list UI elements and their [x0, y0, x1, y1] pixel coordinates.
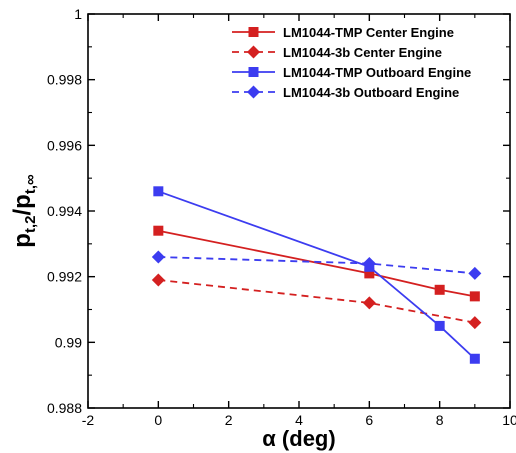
legend-label: LM1044-TMP Outboard Engine: [283, 65, 471, 80]
series-line: [158, 256, 475, 275]
legend-label: LM1044-TMP Center Engine: [283, 25, 454, 40]
x-tick-label: 6: [365, 412, 373, 428]
legend-marker: [248, 27, 259, 37]
data-point: [362, 296, 376, 310]
y-title-p2: p: [9, 194, 36, 209]
data-point: [469, 353, 480, 364]
y-tick-label: 0.996: [47, 137, 82, 153]
y-tick-label: 0.994: [47, 203, 82, 219]
legend-label: LM1044-3b Outboard Engine: [283, 85, 459, 100]
x-axis-symbol: α: [262, 426, 276, 451]
legend-marker: [247, 45, 260, 59]
data-point: [468, 266, 482, 280]
y-tick-label: 0.992: [47, 269, 82, 285]
series-line: [158, 229, 475, 298]
data-point: [469, 291, 480, 302]
x-tick-label: 2: [225, 412, 233, 428]
y-title-sub1: t,2: [22, 216, 39, 234]
legend-entry: LM1044-TMP Outboard Engine: [232, 65, 471, 80]
legend-marker: [248, 67, 259, 77]
y-tick-label: 0.998: [47, 72, 82, 88]
y-title-p1: p: [9, 233, 36, 248]
data-point: [468, 316, 482, 330]
x-tick-label: 0: [154, 412, 162, 428]
x-tick-label: -2: [82, 412, 95, 428]
legend: LM1044-TMP Center Engine LM1044-3b Center…: [232, 25, 471, 100]
legend-entry: LM1044-TMP Center Engine: [232, 25, 454, 40]
y-title-slash: /: [9, 209, 36, 216]
y-tick-label: 1: [74, 6, 82, 22]
legend-entry: LM1044-3b Outboard Engine: [232, 85, 459, 100]
y-tick-label: 0.99: [55, 334, 82, 350]
series-line: [158, 190, 476, 360]
axes: -2 0 2 4 6 8 10 0.988 0.99 0.992 0.994 0.996 0.998 1: [47, 6, 516, 428]
legend-marker: [247, 85, 260, 99]
legend-entry: LM1044-3b Center Engine: [232, 45, 442, 60]
legend-label: LM1044-3b Center Engine: [283, 45, 442, 60]
data-point: [151, 250, 165, 264]
data-point: [362, 257, 376, 271]
data-point: [153, 186, 164, 197]
series-1: [153, 225, 480, 302]
series-4: [151, 250, 482, 280]
series-2: [151, 273, 482, 330]
x-axis-title: α (deg): [262, 426, 335, 451]
data-point: [434, 320, 445, 331]
y-tick-label: 0.988: [47, 400, 82, 416]
data-point: [151, 273, 165, 287]
x-tick-label: 8: [436, 412, 444, 428]
data-point: [364, 268, 375, 279]
x-tick-label: 4: [295, 412, 303, 428]
series-layer: [151, 186, 482, 364]
series-3: [153, 186, 480, 364]
y-axis-title: pt,2/pt,∞: [9, 174, 39, 248]
data-point: [434, 284, 445, 295]
y-title-sub2: t,∞: [22, 174, 39, 194]
x-tick-label: 10: [502, 412, 516, 428]
data-point: [153, 225, 164, 236]
x-axis-unit: (deg): [276, 426, 336, 451]
